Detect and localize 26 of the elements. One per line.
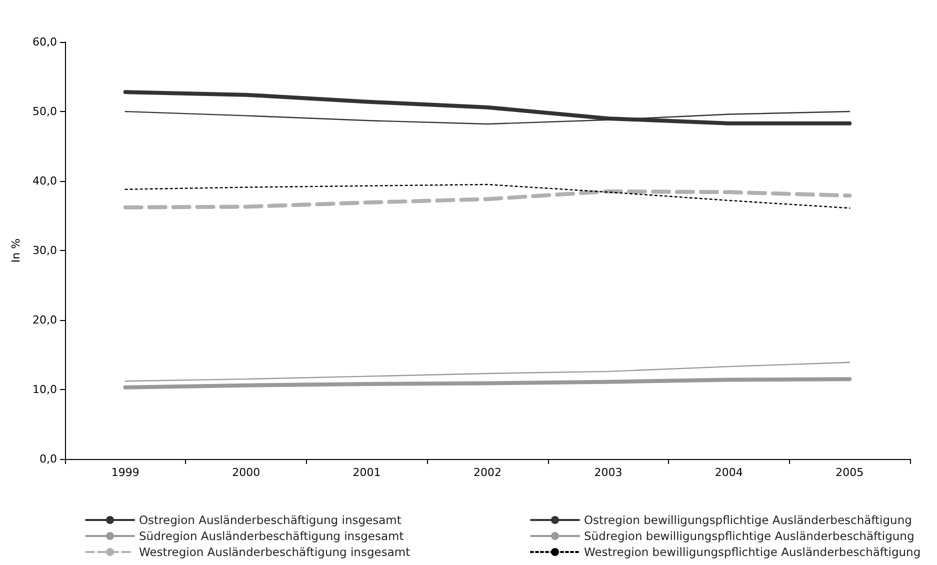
y-tick-label: 40,0 [32, 174, 57, 188]
legend-label: Westregion bewilligungspflichtige Ausländerbeschäftigung [584, 545, 921, 559]
line-series [124, 184, 850, 209]
x-tick-label: 1999 [111, 466, 140, 479]
y-tick-label: 60,0 [32, 36, 57, 48]
x-tick-label: 2003 [594, 466, 622, 479]
y-tick-label: 50,0 [32, 105, 57, 118]
line-series [123, 90, 852, 126]
y-tick-label: 20,0 [32, 314, 57, 326]
x-tick-label: 2001 [352, 466, 381, 479]
x-tick-label: 2002 [474, 466, 502, 479]
legend-label: Ostregion Ausländerbeschäftigung insgesamt [139, 513, 402, 527]
line-series [124, 362, 850, 382]
line-series [123, 377, 852, 390]
legend-label: Südregion bewilligungspflichtige Ausländerbeschäftigung [584, 529, 914, 543]
x-tick-label: 2005 [836, 466, 864, 479]
y-tick-label: 0,0 [40, 452, 57, 466]
y-axis-title: In % [10, 238, 23, 263]
x-tick-label: 2000 [232, 466, 260, 479]
legend-label: Westregion Ausländerbeschäftigung insgesamt [139, 545, 411, 559]
x-tick-label: 2004 [714, 466, 743, 479]
y-tick-label: 10,0 [32, 383, 57, 396]
y-tick-label: 30,0 [32, 244, 57, 257]
legend-label: Südregion Ausländerbeschäftigung insgesamt [139, 529, 404, 543]
legend-label: Ostregion bewilligungspflichtige Ausländerbeschäftigung [584, 513, 912, 527]
line-series [123, 189, 852, 210]
